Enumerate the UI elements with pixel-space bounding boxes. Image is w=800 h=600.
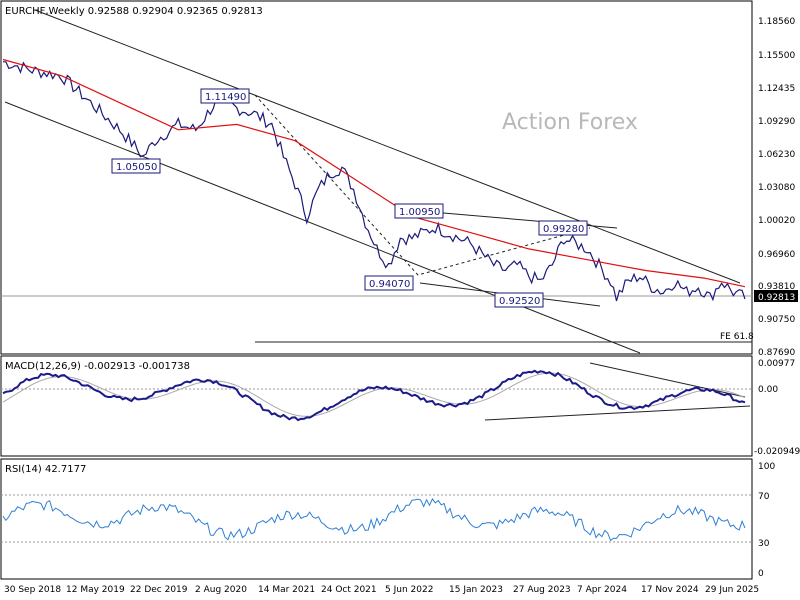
macd-panel (0, 355, 753, 457)
annotation-6: 0.92520 (494, 292, 544, 308)
svg-text:0.92520: 0.92520 (499, 296, 540, 307)
rsi-lines (2, 497, 746, 542)
macd-line (2, 369, 746, 422)
svg-text:1.00950: 1.00950 (399, 207, 440, 218)
price-tick: 1.12435 (758, 84, 795, 94)
annotation-4: 0.99280 (538, 220, 588, 236)
time-tick: 2 Aug 2020 (195, 585, 247, 595)
annotation-5: 0.94070 (364, 275, 414, 291)
price-tick: 1.18560 (758, 17, 795, 27)
rsi-tick: 30 (758, 539, 770, 549)
main-panel (0, 0, 753, 355)
time-tick: 24 Oct 2021 (321, 585, 377, 595)
rsi-line (2, 497, 746, 542)
price-series-line (3, 61, 746, 302)
price-tick: 1.00020 (758, 216, 795, 226)
svg-text:0.94070: 0.94070 (369, 279, 410, 290)
current-price-tag (754, 290, 798, 302)
price-tick: 1.03080 (758, 183, 795, 193)
time-tick: 14 Mar 2021 (258, 585, 315, 595)
price-tick: 0.87690 (758, 348, 795, 358)
macd-lines (2, 369, 746, 422)
macd-tick: 0.00 (758, 385, 778, 395)
time-tick: 5 Jun 2022 (385, 585, 433, 595)
price-tick: 0.93810 (758, 282, 795, 292)
time-tick: 17 Nov 2024 (641, 585, 699, 595)
fib-label: FE 61.8 (720, 332, 754, 342)
rsi-header: RSI(14) 42.7177 (5, 464, 86, 475)
rsi-tick: 100 (758, 462, 775, 472)
annotation-2: 1.05050 (111, 158, 161, 174)
channel-lower-line (4, 101, 641, 354)
svg-text:0.99280: 0.99280 (543, 224, 584, 235)
time-tick: 15 Jan 2023 (449, 585, 503, 595)
rsi-tick: 70 (758, 492, 770, 502)
time-tick: 12 May 2019 (66, 585, 125, 595)
channel-upper-line (34, 9, 741, 284)
annotation-3: 1.00950 (394, 203, 444, 219)
price-lines (2, 58, 746, 302)
macd-tick: 0.00977 (758, 359, 795, 369)
time-tick: 29 Jun 2025 (705, 585, 759, 595)
trendlines (1, 9, 752, 354)
macd-tick: -0.020949 (754, 447, 800, 457)
macd-header: MACD(12,26,9) -0.002913 -0.001738 (5, 361, 190, 372)
moving-average-line (2, 58, 746, 288)
price-axis: 1.18560 1.15500 1.12435 1.09290 1.06230 … (754, 17, 798, 358)
time-tick: 7 Apr 2024 (577, 585, 627, 595)
rsi-axis: 100 70 30 0 (758, 462, 775, 579)
main-header: EURCHF,Weekly 0.92588 0.92904 0.92365 0.… (5, 6, 263, 17)
price-tick: 1.15500 (758, 51, 795, 61)
watermark: Action Forex (502, 110, 638, 135)
macd-axis: 0.00977 0.00 -0.020949 (754, 359, 800, 457)
price-tick: 1.09290 (758, 117, 795, 127)
price-tick: 0.90750 (758, 315, 795, 325)
svg-text:1.05050: 1.05050 (116, 162, 157, 173)
time-tick: 22 Dec 2019 (130, 585, 188, 595)
time-tick: 27 Aug 2023 (513, 585, 571, 595)
dashed-projection-line (254, 94, 591, 276)
annotation-1: 1.11490 (200, 88, 250, 104)
svg-text:1.11490: 1.11490 (205, 92, 246, 103)
macd-trendlines (484, 362, 751, 421)
price-tick: 0.96960 (758, 250, 795, 260)
time-tick: 30 Sep 2018 (4, 585, 61, 595)
current-price-label: 0.92813 (758, 293, 795, 303)
price-tick: 1.06230 (758, 150, 795, 160)
time-axis: 30 Sep 2018 12 May 2019 22 Dec 2019 2 Au… (4, 585, 759, 595)
rsi-tick: 0 (758, 569, 764, 579)
